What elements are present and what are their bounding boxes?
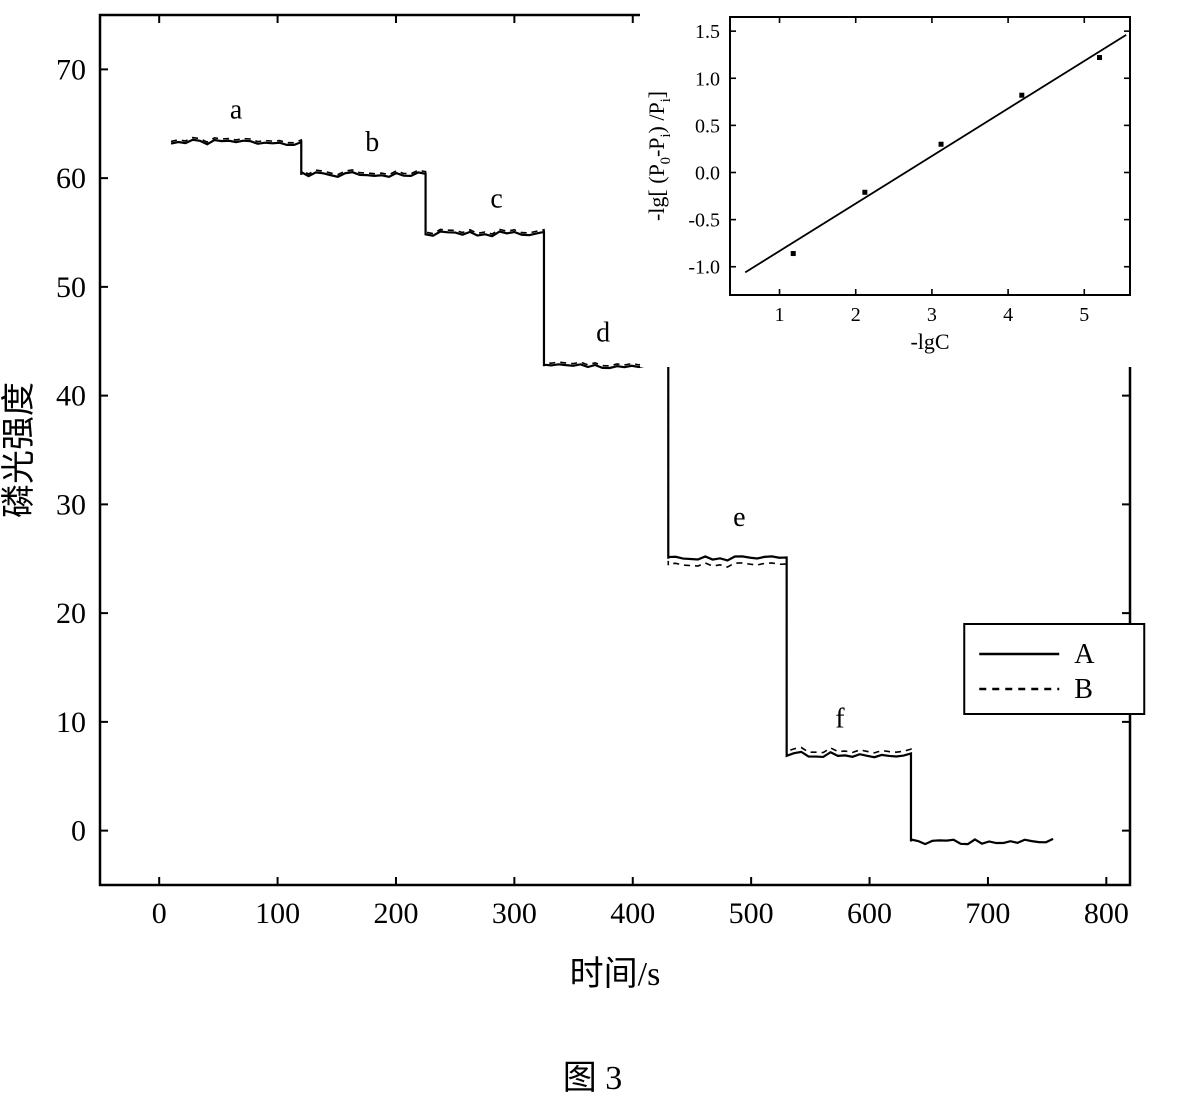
step-label: c (490, 183, 502, 214)
step-label: d (596, 317, 610, 348)
inset-x-tick: 4 (1003, 304, 1013, 326)
inset-y-tick: -1.0 (688, 257, 720, 279)
x-tick-label: 500 (729, 897, 774, 930)
inset-point (939, 142, 944, 147)
y-tick-label: 30 (56, 488, 86, 521)
inset-point (791, 251, 796, 256)
inset-x-tick: 5 (1079, 304, 1089, 326)
inset-x-label: -lgC (910, 329, 949, 354)
inset-y-tick: 1.0 (695, 68, 720, 90)
x-tick-label: 100 (255, 897, 300, 930)
step-label: a (230, 94, 243, 125)
x-tick-label: 300 (492, 897, 537, 930)
x-tick-label: 800 (1084, 897, 1129, 930)
inset-y-tick: 0.5 (695, 115, 720, 137)
legend-label: A (1074, 639, 1095, 670)
step-label: e (733, 502, 745, 533)
y-tick-label: 0 (71, 815, 86, 848)
x-tick-label: 700 (965, 897, 1010, 930)
legend-box (964, 624, 1144, 714)
inset-y-tick: -0.5 (688, 210, 720, 232)
figure-caption: 图 3 (0, 1050, 1185, 1099)
inset-y-tick: 1.5 (695, 21, 720, 43)
step-label: b (365, 127, 379, 158)
y-tick-label: 40 (56, 380, 86, 413)
x-tick-label: 600 (847, 897, 892, 930)
inset-x-tick: 1 (775, 304, 785, 326)
step-label: f (835, 703, 845, 734)
x-tick-label: 200 (373, 897, 418, 930)
inset-x-tick: 2 (851, 304, 861, 326)
inset-y-tick: 0.0 (695, 162, 720, 184)
y-tick-label: 20 (56, 597, 86, 630)
y-tick-label: 50 (56, 271, 86, 304)
inset-point (862, 190, 867, 195)
inset-chart: 12345-1.0-0.50.00.51.01.5-lgC-lg[ (P0-Pi… (640, 2, 1145, 367)
inset-point (1097, 55, 1102, 60)
figure: 0 100 200 300 400 500 600 700 800 0 10 20 30 40 50 60 70… (0, 0, 1185, 1107)
inset-point (1019, 93, 1024, 98)
y-axis-label: 磷光强度 (0, 382, 38, 518)
y-tick-label: 70 (56, 53, 86, 86)
x-tick-label: 400 (610, 897, 655, 930)
x-tick-label: 0 (152, 897, 167, 930)
y-tick-label: 10 (56, 706, 86, 739)
legend-label: B (1074, 674, 1093, 705)
y-tick-label: 60 (56, 162, 86, 195)
x-axis-label: 时间/s (570, 956, 661, 993)
inset-x-tick: 3 (927, 304, 937, 326)
